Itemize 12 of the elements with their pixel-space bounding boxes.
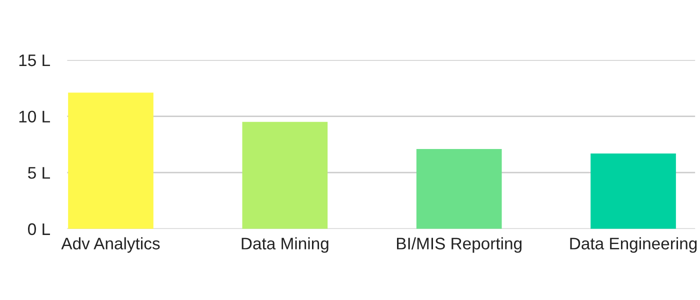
y-tick-label: 15 L xyxy=(19,54,50,66)
bar xyxy=(416,148,502,229)
x-tick-label: BI/MIS Reporting xyxy=(397,237,522,253)
y-tick-label: 0 L xyxy=(28,223,50,236)
x-tick-label: Data Mining xyxy=(242,237,328,253)
bar xyxy=(242,122,328,229)
y-tick-label: 5 L xyxy=(28,167,50,179)
x-tick-label: Data Engineering xyxy=(570,237,697,253)
y-tick-label: 10 L xyxy=(19,110,50,123)
x-tick-label: Adv Analytics xyxy=(61,237,160,253)
bar xyxy=(590,153,676,229)
bar xyxy=(68,92,154,229)
